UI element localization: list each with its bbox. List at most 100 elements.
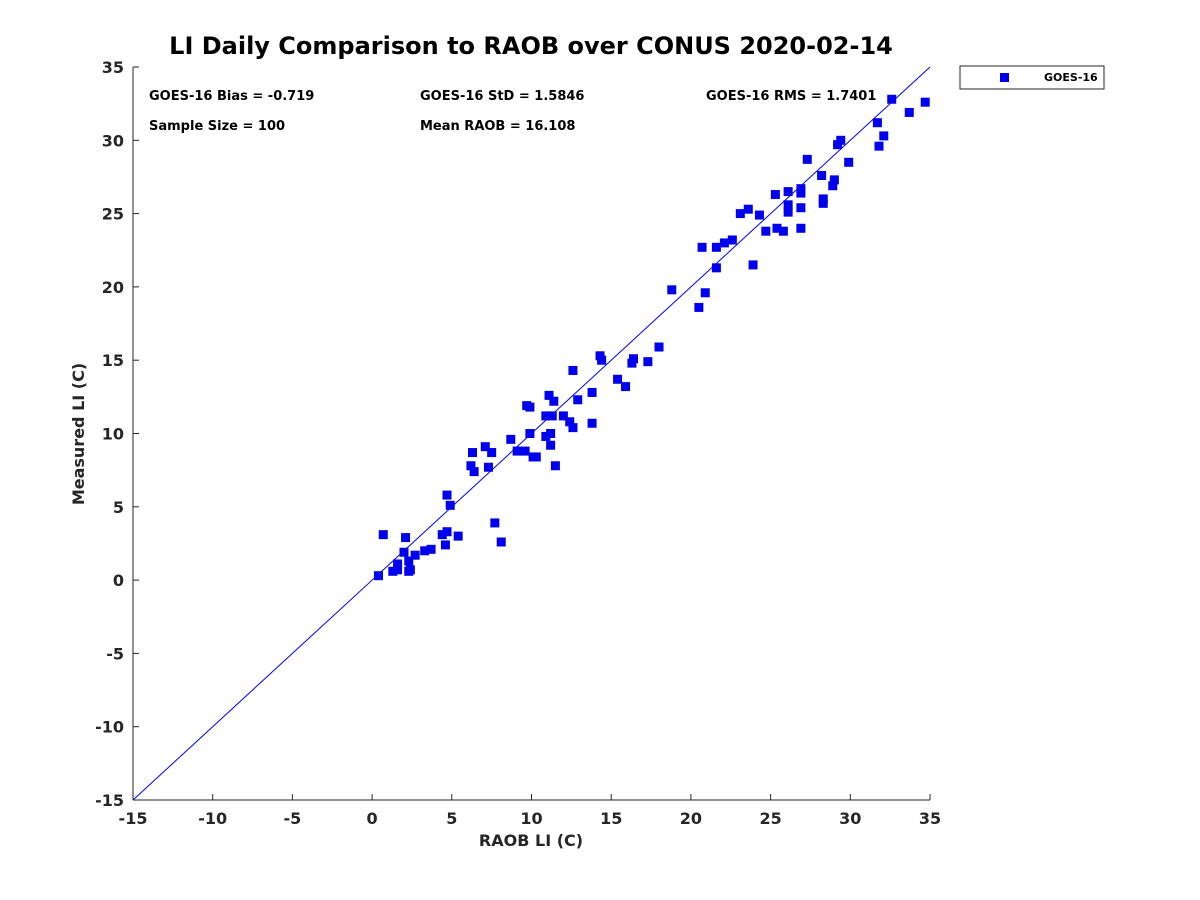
data-point bbox=[872, 118, 882, 128]
y-tick-label: 0 bbox=[113, 571, 124, 590]
data-point bbox=[546, 429, 556, 438]
legend-box bbox=[959, 65, 1105, 90]
data-point bbox=[700, 288, 710, 298]
data-point bbox=[783, 207, 793, 217]
stat-rms: GOES-16 RMS = 1.7401 bbox=[706, 89, 876, 104]
data-point bbox=[442, 527, 452, 537]
data-point bbox=[525, 429, 535, 438]
data-point bbox=[667, 285, 677, 295]
data-point bbox=[568, 423, 578, 433]
data-point bbox=[597, 355, 607, 365]
plot-area: -15 -10 -5 0 5 10 15 20 25 30 35 -15 -10 -5 0 5 10 15 20 2… bbox=[95, 58, 941, 828]
data-point bbox=[844, 157, 854, 167]
data-point bbox=[796, 223, 806, 233]
data-point bbox=[778, 226, 788, 236]
y-tick-label: 35 bbox=[102, 58, 124, 77]
data-point bbox=[531, 452, 541, 462]
data-point bbox=[568, 365, 578, 375]
x-tick-label: 20 bbox=[680, 809, 702, 828]
data-point bbox=[546, 440, 556, 450]
y-tick-label: 30 bbox=[102, 131, 124, 150]
data-point bbox=[587, 418, 597, 428]
data-point bbox=[468, 448, 478, 458]
data-point bbox=[506, 434, 516, 444]
data-point bbox=[743, 204, 753, 214]
data-point bbox=[437, 530, 447, 540]
data-point bbox=[654, 342, 664, 352]
data-point bbox=[483, 462, 493, 472]
data-point bbox=[469, 467, 479, 477]
data-point bbox=[621, 382, 631, 392]
data-point bbox=[748, 260, 758, 270]
data-point bbox=[480, 442, 490, 452]
data-point bbox=[735, 209, 745, 219]
x-tick-label: -10 bbox=[198, 809, 227, 828]
data-point bbox=[629, 354, 639, 364]
data-point bbox=[587, 387, 597, 397]
data-point bbox=[549, 396, 559, 406]
data-point bbox=[874, 141, 884, 151]
data-point bbox=[796, 203, 806, 213]
data-point bbox=[783, 187, 793, 197]
y-tick-label: -5 bbox=[106, 644, 124, 663]
x-axis-ticks: -15 -10 -5 0 5 10 15 20 25 30 35 bbox=[119, 794, 941, 828]
legend-marker bbox=[1000, 73, 1009, 82]
data-point bbox=[783, 200, 793, 210]
data-point bbox=[401, 533, 411, 543]
data-point bbox=[399, 547, 409, 557]
data-point bbox=[920, 97, 930, 107]
data-point bbox=[879, 131, 889, 141]
data-point bbox=[496, 537, 506, 547]
data-point bbox=[453, 531, 463, 541]
x-tick-label: -5 bbox=[284, 809, 302, 828]
y-tick-label: 25 bbox=[102, 205, 124, 224]
y-axis-ticks: -15 -10 -5 0 5 10 15 20 25 30 35 bbox=[95, 58, 139, 810]
data-point bbox=[802, 154, 812, 164]
data-point bbox=[818, 198, 828, 208]
x-tick-label: 35 bbox=[919, 809, 941, 828]
y-axis-label: Measured LI (C) bbox=[69, 363, 88, 505]
data-point bbox=[719, 238, 729, 248]
data-point bbox=[754, 210, 764, 220]
data-point bbox=[405, 565, 415, 575]
data-point bbox=[378, 530, 388, 540]
data-point bbox=[393, 565, 403, 575]
data-point bbox=[420, 546, 430, 556]
data-point bbox=[565, 417, 575, 427]
data-point bbox=[426, 544, 436, 554]
y-tick-label: 5 bbox=[113, 498, 124, 517]
data-point bbox=[442, 490, 452, 500]
data-point bbox=[487, 448, 497, 458]
data-point bbox=[404, 556, 414, 566]
data-point bbox=[694, 302, 704, 312]
data-point bbox=[829, 175, 839, 185]
stat-std: GOES-16 StD = 1.5846 bbox=[420, 89, 584, 104]
data-point bbox=[796, 188, 806, 198]
data-point bbox=[512, 446, 522, 456]
stat-mean-raob: Mean RAOB = 16.108 bbox=[420, 119, 575, 134]
x-tick-label: 15 bbox=[600, 809, 622, 828]
data-point bbox=[727, 235, 737, 245]
chart-title: LI Daily Comparison to RAOB over CONUS 2… bbox=[169, 32, 893, 60]
stat-sample-size: Sample Size = 100 bbox=[149, 119, 285, 134]
data-point bbox=[520, 446, 530, 456]
stat-bias: GOES-16 Bias = -0.719 bbox=[149, 89, 314, 104]
data-point bbox=[573, 395, 583, 405]
x-axis-label: RAOB LI (C) bbox=[479, 831, 583, 850]
data-point bbox=[770, 190, 780, 200]
x-tick-label: 25 bbox=[759, 809, 781, 828]
data-points bbox=[373, 94, 930, 581]
data-point bbox=[445, 500, 455, 510]
data-point bbox=[904, 107, 914, 117]
legend: GOES-16 bbox=[959, 65, 1105, 90]
y-tick-label: -15 bbox=[95, 791, 124, 810]
data-point bbox=[887, 94, 897, 104]
data-point bbox=[772, 223, 782, 233]
data-point bbox=[711, 242, 721, 252]
data-point bbox=[817, 170, 827, 180]
data-point bbox=[558, 411, 568, 421]
y-tick-label: 10 bbox=[102, 425, 124, 444]
data-point bbox=[541, 431, 551, 441]
data-point bbox=[613, 374, 623, 384]
